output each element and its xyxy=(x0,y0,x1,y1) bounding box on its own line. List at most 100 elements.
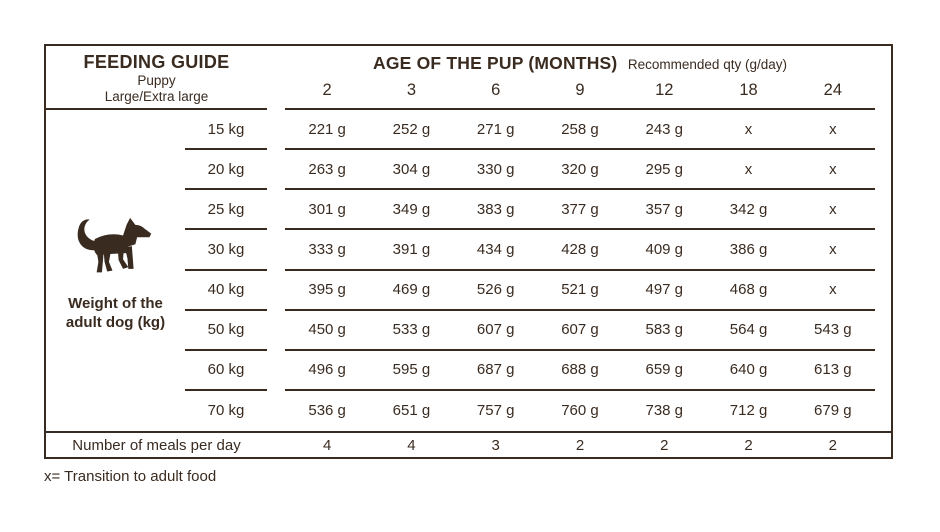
weight-cell: 15 kg xyxy=(185,110,267,151)
weight-row-50kg: 50 kg 450 g 533 g 607 g 607 g 583 g 564 … xyxy=(185,311,891,351)
qty-cell: 688 g xyxy=(561,361,599,379)
qty-cell: x xyxy=(829,120,837,138)
qty-cell: 349 g xyxy=(392,200,431,218)
qty-cell: 659 g xyxy=(645,361,684,379)
puppy-subtitle: Puppy xyxy=(137,73,176,88)
qty-cell: 564 g xyxy=(729,321,768,339)
weight-row-25kg: 25 kg 301 g 349 g 383 g 377 g 357 g 342 … xyxy=(185,190,891,231)
qty-cell: 301 g xyxy=(308,200,346,218)
month-column-header: 3 xyxy=(406,80,417,99)
qty-cell: 377 g xyxy=(561,200,599,218)
qty-cell: 526 g xyxy=(476,281,515,299)
feeding-guide-table: FEEDING GUIDE Puppy Large/Extra large AG… xyxy=(44,44,893,459)
weight-row-70kg: 70 kg 536 g 651 g 757 g 760 g 738 g 712 … xyxy=(185,391,891,431)
qty-cell: 243 g xyxy=(645,120,684,138)
qty-cell: 383 g xyxy=(476,200,515,218)
qty-cell: 252 g xyxy=(392,120,431,138)
weight-row-20kg: 20 kg 263 g 304 g 330 g 320 g 295 g x x xyxy=(185,150,891,191)
qty-cell: 536 g xyxy=(308,402,346,420)
qty-cell: 679 g xyxy=(814,402,852,420)
month-columns-row: 2 3 6 9 12 18 24 xyxy=(285,74,875,110)
qty-cell: 533 g xyxy=(392,321,431,339)
meals-label: Number of meals per day xyxy=(72,436,241,454)
feeding-guide-title: FEEDING GUIDE xyxy=(83,52,230,72)
meals-value: 2 xyxy=(660,436,669,454)
qty-cell: 640 g xyxy=(729,361,768,379)
qty-cell: 333 g xyxy=(308,240,346,258)
qty-cell: x xyxy=(829,240,837,258)
meals-value: 4 xyxy=(322,436,332,454)
data-rows: 15 kg 221 g 252 g 271 g 258 g 243 g x x … xyxy=(185,110,891,431)
qty-cell: 607 g xyxy=(476,321,515,339)
qty-cell: 583 g xyxy=(645,321,684,339)
weight-cell: 25 kg xyxy=(185,190,267,231)
qty-cell: 271 g xyxy=(476,120,515,138)
qty-cell: 295 g xyxy=(645,160,684,178)
qty-cell: 651 g xyxy=(392,402,431,420)
qty-cell: x xyxy=(829,160,837,178)
qty-cell: 497 g xyxy=(645,281,684,299)
qty-cell: x xyxy=(829,200,837,218)
month-column-header: 18 xyxy=(739,80,758,99)
qty-cell: 428 g xyxy=(561,240,599,258)
qty-cell: x xyxy=(829,281,837,299)
meals-value: 2 xyxy=(575,436,585,454)
recommended-qty-note: Recommended qty (g/day) xyxy=(627,57,787,72)
age-of-pup-title: AGE OF THE PUP (MONTHS) xyxy=(373,53,618,73)
weight-cell: 70 kg xyxy=(207,402,245,420)
qty-cell: 607 g xyxy=(561,321,599,339)
qty-cell: 304 g xyxy=(392,160,431,178)
weight-row-30kg: 30 kg 333 g 391 g 434 g 428 g 409 g 386 … xyxy=(185,230,891,271)
weight-cell: 30 kg xyxy=(185,230,267,271)
qty-cell: 450 g xyxy=(308,321,346,339)
age-header: AGE OF THE PUP (MONTHS) Recommended qty … xyxy=(267,46,891,110)
meals-value: 2 xyxy=(744,436,753,454)
weight-row-40kg: 40 kg 395 g 469 g 526 g 521 g 497 g 468 … xyxy=(185,271,891,311)
qty-cell: 221 g xyxy=(308,120,346,138)
qty-cell: 386 g xyxy=(729,240,768,258)
qty-cell: 342 g xyxy=(729,200,768,218)
qty-cell: 760 g xyxy=(561,402,599,420)
size-subtitle: Large/Extra large xyxy=(104,89,209,104)
table-body: Weight of the adult dog (kg) 15 kg 221 g… xyxy=(46,110,891,431)
qty-cell: 263 g xyxy=(308,160,346,178)
qty-cell: 409 g xyxy=(645,240,684,258)
qty-cell: 595 g xyxy=(392,361,431,379)
qty-cell: 496 g xyxy=(308,361,346,379)
qty-cell: 357 g xyxy=(645,200,684,218)
qty-cell: 687 g xyxy=(476,361,515,379)
qty-cell: 395 g xyxy=(308,281,346,299)
qty-cell: 330 g xyxy=(476,160,515,178)
month-column-header: 9 xyxy=(575,80,585,99)
qty-cell: x xyxy=(744,120,753,138)
qty-cell: 757 g xyxy=(476,402,515,420)
qty-cell: 543 g xyxy=(814,321,852,339)
weight-axis-label: Weight of the adult dog (kg) xyxy=(65,294,166,331)
month-column-header: 24 xyxy=(823,80,842,99)
qty-cell: 258 g xyxy=(561,120,599,138)
qty-cell: 434 g xyxy=(476,240,515,258)
meals-value: 3 xyxy=(491,436,500,454)
month-column-header: 2 xyxy=(322,80,332,99)
meals-per-day-row: Number of meals per day 4 4 3 2 2 2 2 xyxy=(46,431,891,457)
weight-cell: 50 kg xyxy=(185,311,267,351)
meals-value: 2 xyxy=(828,436,837,454)
weight-row-15kg: 15 kg 221 g 252 g 271 g 258 g 243 g x x xyxy=(185,110,891,151)
weight-axis-column: Weight of the adult dog (kg) xyxy=(46,110,185,431)
feeding-guide-header: FEEDING GUIDE Puppy Large/Extra large xyxy=(46,46,267,110)
weight-row-60kg: 60 kg 496 g 595 g 687 g 688 g 659 g 640 … xyxy=(185,351,891,391)
qty-cell: 468 g xyxy=(729,281,768,299)
qty-cell: 521 g xyxy=(561,281,599,299)
qty-cell: 320 g xyxy=(561,160,599,178)
month-column-header: 12 xyxy=(655,80,674,99)
meals-value: 4 xyxy=(407,436,416,454)
weight-cell: 40 kg xyxy=(185,271,267,311)
weight-cell: 20 kg xyxy=(185,150,267,191)
qty-cell: 469 g xyxy=(392,281,431,299)
footnote: x= Transition to adult food xyxy=(44,468,217,485)
qty-cell: x xyxy=(744,160,753,178)
qty-cell: 712 g xyxy=(729,402,768,420)
qty-cell: 391 g xyxy=(392,240,431,258)
table-header: FEEDING GUIDE Puppy Large/Extra large AG… xyxy=(46,46,891,110)
qty-cell: 738 g xyxy=(645,402,684,420)
